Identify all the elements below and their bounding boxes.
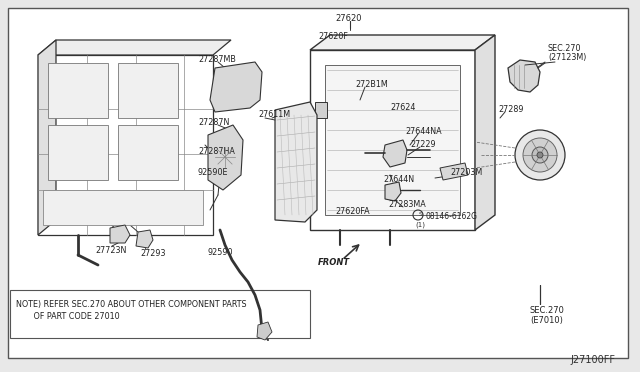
Text: OF PART CODE 27010: OF PART CODE 27010	[16, 312, 120, 321]
Polygon shape	[38, 55, 213, 235]
Text: 92590E: 92590E	[198, 168, 228, 177]
Text: SEC.270: SEC.270	[530, 306, 565, 315]
Polygon shape	[110, 225, 130, 243]
Bar	[48, 125, 108, 180]
Text: 27287MB: 27287MB	[198, 55, 236, 64]
Polygon shape	[315, 102, 327, 118]
Text: 27620FA: 27620FA	[335, 207, 370, 216]
Circle shape	[532, 147, 548, 163]
Text: 27203M: 27203M	[450, 168, 483, 177]
Polygon shape	[208, 125, 243, 190]
Text: (27123M): (27123M)	[548, 53, 586, 62]
Polygon shape	[38, 40, 231, 55]
Text: SEC.270: SEC.270	[548, 44, 582, 53]
Bar	[118, 125, 178, 180]
Polygon shape	[210, 62, 262, 112]
Bar	[325, 65, 460, 215]
Polygon shape	[275, 102, 317, 222]
Bar	[118, 63, 178, 118]
Polygon shape	[136, 230, 153, 248]
Text: 27620: 27620	[335, 14, 362, 23]
Text: FRONT: FRONT	[318, 258, 350, 267]
Bar	[10, 290, 310, 338]
Polygon shape	[508, 60, 540, 92]
Text: 08146-6162G: 08146-6162G	[426, 212, 478, 221]
Text: 27644N: 27644N	[383, 175, 414, 184]
Text: NOTE) REFER SEC.270 ABOUT OTHER COMPONENT PARTS: NOTE) REFER SEC.270 ABOUT OTHER COMPONEN…	[16, 300, 246, 309]
Polygon shape	[38, 40, 56, 235]
Text: 27289: 27289	[498, 105, 524, 114]
Text: 27723N: 27723N	[95, 246, 126, 255]
Text: 27611M: 27611M	[258, 110, 290, 119]
Polygon shape	[475, 35, 495, 230]
Circle shape	[515, 130, 565, 180]
Text: 272B1M: 272B1M	[355, 80, 388, 89]
Text: 27624: 27624	[390, 103, 415, 112]
Text: S: S	[419, 212, 423, 217]
Text: 92590: 92590	[208, 248, 234, 257]
Polygon shape	[310, 50, 475, 230]
Polygon shape	[383, 140, 407, 167]
Text: 27287HA: 27287HA	[198, 147, 235, 156]
Circle shape	[537, 152, 543, 158]
Bar	[43, 190, 203, 225]
Polygon shape	[257, 322, 272, 340]
Polygon shape	[440, 163, 468, 180]
Bar	[48, 63, 108, 118]
Text: 27229: 27229	[410, 140, 436, 149]
Text: (E7010): (E7010)	[530, 316, 563, 325]
Text: 27287N: 27287N	[198, 118, 229, 127]
Text: 27620F: 27620F	[318, 32, 348, 41]
Text: 27644NA: 27644NA	[405, 127, 442, 136]
Text: (1): (1)	[415, 221, 425, 228]
Text: 27283MA: 27283MA	[388, 200, 426, 209]
Polygon shape	[385, 182, 401, 201]
Text: 27293: 27293	[140, 249, 166, 258]
Text: J27100FF: J27100FF	[570, 355, 615, 365]
Polygon shape	[310, 35, 495, 50]
Circle shape	[523, 138, 557, 172]
